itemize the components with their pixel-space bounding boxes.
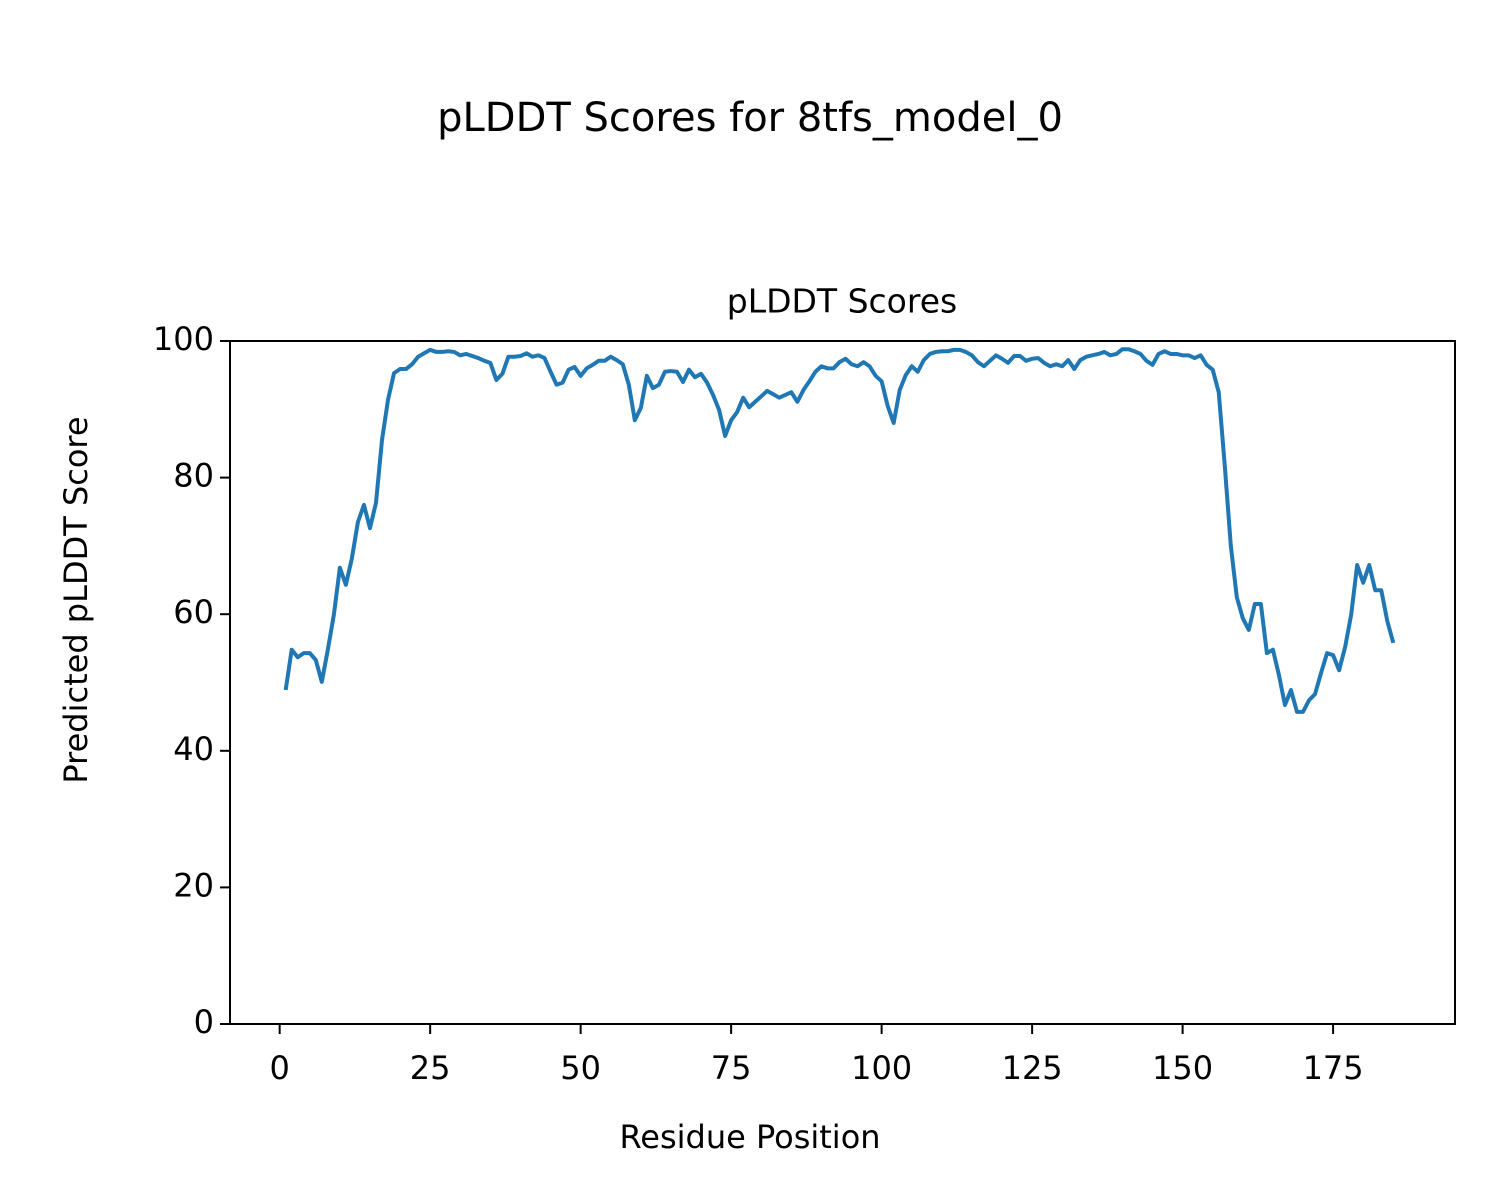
- x-tick-label: 175: [1303, 1049, 1364, 1087]
- x-tick-label: 125: [1002, 1049, 1063, 1087]
- x-tick-label: 50: [560, 1049, 601, 1087]
- y-tick-label: 100: [153, 320, 214, 358]
- x-tick-label: 150: [1152, 1049, 1213, 1087]
- suptitle: pLDDT Scores for 8tfs_model_0: [437, 95, 1063, 141]
- y-tick-label: 0: [194, 1003, 214, 1041]
- x-tick-label: 25: [410, 1049, 451, 1087]
- x-tick-label: 100: [851, 1049, 912, 1087]
- x-axis-label: Residue Position: [619, 1118, 880, 1156]
- y-axis-label: Predicted pLDDT Score: [57, 416, 95, 783]
- x-tick-label: 0: [269, 1049, 289, 1087]
- score-line: [283, 347, 1396, 714]
- y-tick-label: 20: [173, 866, 214, 904]
- y-tick-label: 60: [173, 593, 214, 631]
- axes-title: pLDDT Scores: [727, 282, 957, 321]
- y-tick-label: 40: [173, 730, 214, 768]
- x-tick-label: 75: [711, 1049, 752, 1087]
- plot-frame: [229, 340, 1456, 1025]
- y-tick-label: 80: [173, 457, 214, 495]
